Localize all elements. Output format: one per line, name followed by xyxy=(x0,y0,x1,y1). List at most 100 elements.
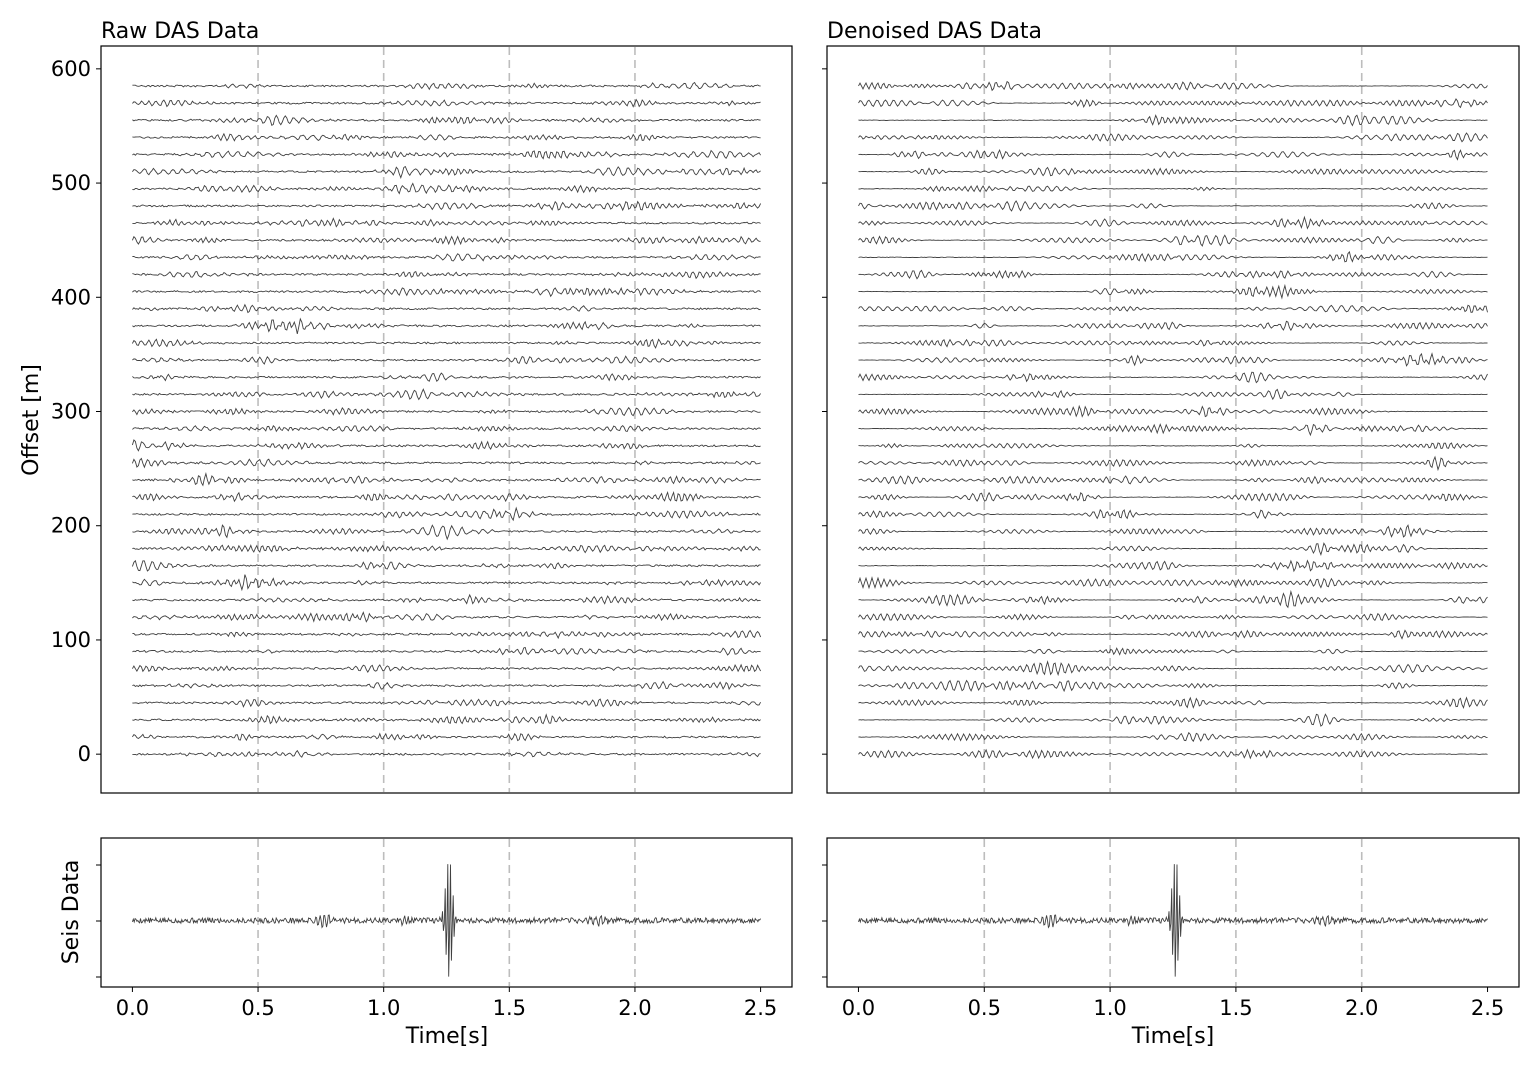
das-trace xyxy=(131,235,761,246)
das-trace xyxy=(858,184,1488,193)
das-trace xyxy=(858,475,1488,485)
das-trace xyxy=(132,253,761,262)
das-trace xyxy=(858,320,1488,332)
das-trace xyxy=(132,355,761,365)
x-tick-label: 2.5 xyxy=(1471,996,1504,1020)
das-trace xyxy=(131,457,761,469)
y-tick-label: 100 xyxy=(51,628,91,652)
y-tick-label: 200 xyxy=(51,514,91,538)
das-trace xyxy=(132,270,761,280)
das-trace xyxy=(132,149,761,160)
das-trace xyxy=(858,559,1488,573)
das-trace xyxy=(858,215,1488,230)
das-trace xyxy=(132,749,761,758)
y-tick-label: 300 xyxy=(51,400,91,424)
x-tick-label: 1.5 xyxy=(493,996,526,1020)
das-trace xyxy=(131,439,761,452)
seismometer-trace xyxy=(131,864,761,977)
das-trace xyxy=(132,713,761,725)
raw-das-panel: 0 100 200 300 400 500 600 xyxy=(51,45,793,794)
das-trace xyxy=(132,81,761,91)
das-trace xyxy=(858,269,1488,280)
seis-axis-label: Seis Data xyxy=(59,860,84,965)
das-trace xyxy=(132,303,761,314)
das-trace xyxy=(132,611,761,623)
das-trace xyxy=(131,559,761,572)
right-time-axis-label: Time[s] xyxy=(1131,1024,1214,1049)
das-trace xyxy=(858,455,1488,472)
das-trace xyxy=(132,680,761,691)
das-trace xyxy=(132,98,761,108)
denoised-das-panel xyxy=(822,45,1520,794)
y-tick-label: 500 xyxy=(51,171,91,195)
das-trace xyxy=(858,80,1488,92)
x-tick-label: 2.5 xyxy=(744,996,777,1020)
das-trace xyxy=(858,491,1488,502)
plot-frame xyxy=(100,837,793,988)
das-trace xyxy=(858,338,1488,348)
x-tick-label: 0.0 xyxy=(842,996,875,1020)
das-trace xyxy=(132,317,761,334)
das-trace xyxy=(858,442,1488,450)
das-trace xyxy=(858,524,1488,538)
das-trace xyxy=(132,506,761,522)
das-trace xyxy=(858,647,1488,656)
das-trace xyxy=(132,663,761,673)
das-trace xyxy=(858,98,1488,109)
das-trace xyxy=(858,200,1488,212)
das-trace xyxy=(858,629,1488,640)
das-trace xyxy=(132,698,761,708)
y-tick-label: 400 xyxy=(51,285,91,309)
das-trace xyxy=(858,679,1488,693)
das-trace xyxy=(132,406,761,417)
das-trace xyxy=(132,424,761,433)
das-trace xyxy=(858,250,1488,263)
das-trace xyxy=(858,612,1488,622)
seis-right-panel: 0.0 0.5 1.0 1.5 2.0 2.5 xyxy=(822,837,1520,1020)
y-tick-label: 600 xyxy=(51,57,91,81)
das-trace xyxy=(858,542,1488,556)
das-trace xyxy=(858,713,1488,727)
y-tick-label: 0 xyxy=(78,742,91,766)
x-tick-label: 1.0 xyxy=(367,996,400,1020)
x-tick-label: 0.5 xyxy=(241,996,274,1020)
das-trace xyxy=(132,574,761,592)
das-trace xyxy=(858,234,1488,247)
das-trace xyxy=(858,148,1488,161)
das-trace xyxy=(132,593,761,605)
das-trace xyxy=(132,217,761,228)
das-trace xyxy=(858,696,1488,709)
das-trace xyxy=(132,286,761,298)
das-trace xyxy=(858,404,1488,418)
das-trace xyxy=(858,589,1488,609)
x-tick-label: 0.0 xyxy=(116,996,149,1020)
das-trace xyxy=(132,338,761,349)
x-tick-label: 0.5 xyxy=(968,996,1001,1020)
left-time-axis-label: Time[s] xyxy=(405,1024,488,1049)
das-trace xyxy=(858,423,1488,437)
raw-panel-title: Raw DAS Data xyxy=(101,19,259,44)
das-trace xyxy=(132,114,761,126)
das-trace xyxy=(132,388,761,401)
x-tick-label: 1.0 xyxy=(1093,996,1126,1020)
das-trace xyxy=(132,472,761,487)
das-trace xyxy=(132,132,761,142)
das-trace xyxy=(858,748,1488,760)
denoised-panel-title: Denoised DAS Data xyxy=(827,19,1042,44)
das-trace xyxy=(858,283,1488,300)
das-trace xyxy=(858,352,1488,367)
das-trace xyxy=(858,508,1488,520)
das-trace xyxy=(132,200,762,212)
plot-frame xyxy=(826,45,1520,794)
das-trace xyxy=(858,576,1488,590)
das-trace xyxy=(132,732,761,742)
x-tick-label: 2.0 xyxy=(1345,996,1378,1020)
das-trace xyxy=(858,166,1488,177)
das-trace xyxy=(858,388,1488,401)
das-trace xyxy=(132,646,761,656)
das-trace xyxy=(858,371,1488,384)
das-trace xyxy=(858,731,1488,743)
plot-frame xyxy=(826,837,1520,988)
das-trace xyxy=(132,629,762,640)
